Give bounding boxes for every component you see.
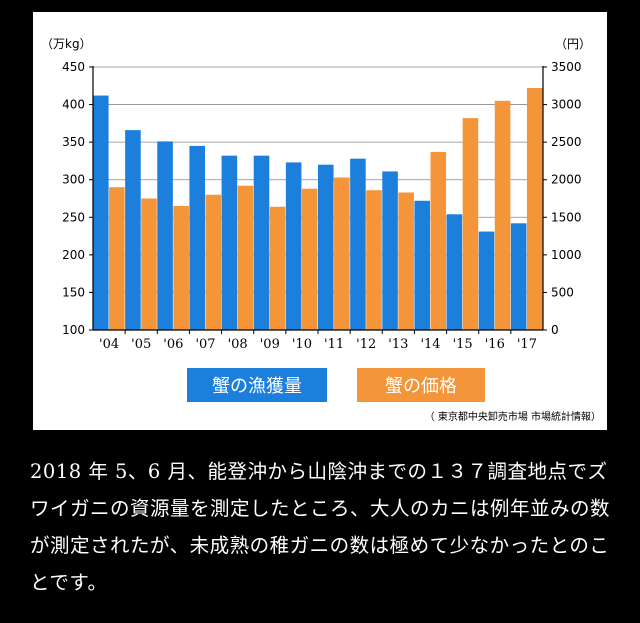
x-tick-label-8: '12 xyxy=(356,337,376,352)
bar-catch-6 xyxy=(285,162,302,330)
x-tick-label-2: '06 xyxy=(163,337,183,352)
x-tick-label-9: '13 xyxy=(388,337,408,352)
x-tick-label-6: '10 xyxy=(292,337,312,352)
bar-catch-4 xyxy=(221,155,238,330)
right-tick-label-5: 2500 xyxy=(551,135,582,149)
bar-chart: 100 150 200 250 300 350 400 450 0 500 1000 1500 2000… xyxy=(41,37,601,423)
bars xyxy=(93,88,543,331)
bar-catch-11 xyxy=(446,214,463,330)
bar-catch-12 xyxy=(478,231,495,330)
x-tick-label-7: '11 xyxy=(324,337,344,352)
right-tick-label-4: 2000 xyxy=(551,173,582,187)
bar-catch-3 xyxy=(189,145,205,330)
left-tick-label-6: 400 xyxy=(62,98,85,112)
bar-catch-7 xyxy=(318,164,334,330)
chart-panel: 100 150 200 250 300 350 400 450 0 500 1000 1500 2000… xyxy=(33,12,607,430)
right-tick-label-1: 500 xyxy=(551,285,574,299)
bar-price-3 xyxy=(205,194,222,330)
bar-catch-10 xyxy=(414,200,430,330)
bar-price-5 xyxy=(269,206,286,330)
bar-catch-8 xyxy=(350,158,366,330)
legend-swatch-1 xyxy=(357,368,485,402)
x-tick-label-11: '15 xyxy=(453,337,473,352)
right-tick-label-2: 1000 xyxy=(551,248,582,262)
right-axis-unit: （円） xyxy=(555,37,591,51)
bar-price-0 xyxy=(109,187,125,330)
left-tick-label-3: 250 xyxy=(62,210,85,224)
bar-catch-2 xyxy=(157,141,173,330)
x-tick-label-1: '05 xyxy=(131,337,151,352)
bar-price-1 xyxy=(141,198,157,330)
bar-price-7 xyxy=(334,177,350,330)
legend-swatch-0 xyxy=(187,368,327,402)
tick-labels: 100 150 200 250 300 350 400 450 0 500 1000 1500 2000… xyxy=(62,60,581,352)
left-tick-label-2: 200 xyxy=(62,248,85,262)
bar-catch-13 xyxy=(510,223,527,330)
bar-price-2 xyxy=(173,206,189,330)
left-tick-label-7: 450 xyxy=(62,60,85,74)
bar-catch-1 xyxy=(125,130,141,330)
bar-price-10 xyxy=(430,151,447,330)
bar-catch-0 xyxy=(93,95,109,330)
x-tick-label-10: '14 xyxy=(420,337,440,352)
left-axis-unit: （万kg） xyxy=(41,37,92,51)
bar-price-12 xyxy=(494,100,511,330)
right-tick-label-0: 0 xyxy=(551,323,559,337)
bar-catch-5 xyxy=(253,155,270,330)
left-tick-label-1: 150 xyxy=(62,285,85,299)
left-tick-label-5: 350 xyxy=(62,135,85,149)
left-tick-label-4: 300 xyxy=(62,173,85,187)
bar-catch-9 xyxy=(382,171,398,330)
bar-price-4 xyxy=(237,185,254,330)
legend-label-1: 蟹の価格 xyxy=(385,376,457,397)
x-tick-label-12: '16 xyxy=(485,337,505,352)
source-note: （ 東京都中央卸売市場 市場統計情報） xyxy=(425,410,601,423)
axes xyxy=(89,66,547,334)
bar-price-6 xyxy=(301,188,318,330)
bar-price-13 xyxy=(526,88,543,330)
legend-label-0: 蟹の漁獲量 xyxy=(212,376,302,397)
x-tick-label-4: '08 xyxy=(228,337,248,352)
caption-text: 2018 年 5、6 月、能登沖から山陰沖までの１３７調査地点でズワイガニの資源… xyxy=(30,460,611,594)
bar-price-8 xyxy=(366,190,382,330)
right-tick-label-6: 3000 xyxy=(551,98,582,112)
x-tick-label-3: '07 xyxy=(195,337,215,352)
right-tick-label-3: 1500 xyxy=(551,210,582,224)
x-tick-label-13: '17 xyxy=(517,337,537,352)
bar-price-11 xyxy=(462,118,479,331)
x-tick-label-5: '09 xyxy=(260,337,280,352)
left-tick-label-0: 100 xyxy=(62,323,85,337)
x-tick-label-0: '04 xyxy=(99,337,119,352)
legend: 蟹の漁獲量 蟹の価格 xyxy=(187,368,485,402)
bar-price-9 xyxy=(398,192,414,330)
right-tick-label-7: 3500 xyxy=(551,60,582,74)
